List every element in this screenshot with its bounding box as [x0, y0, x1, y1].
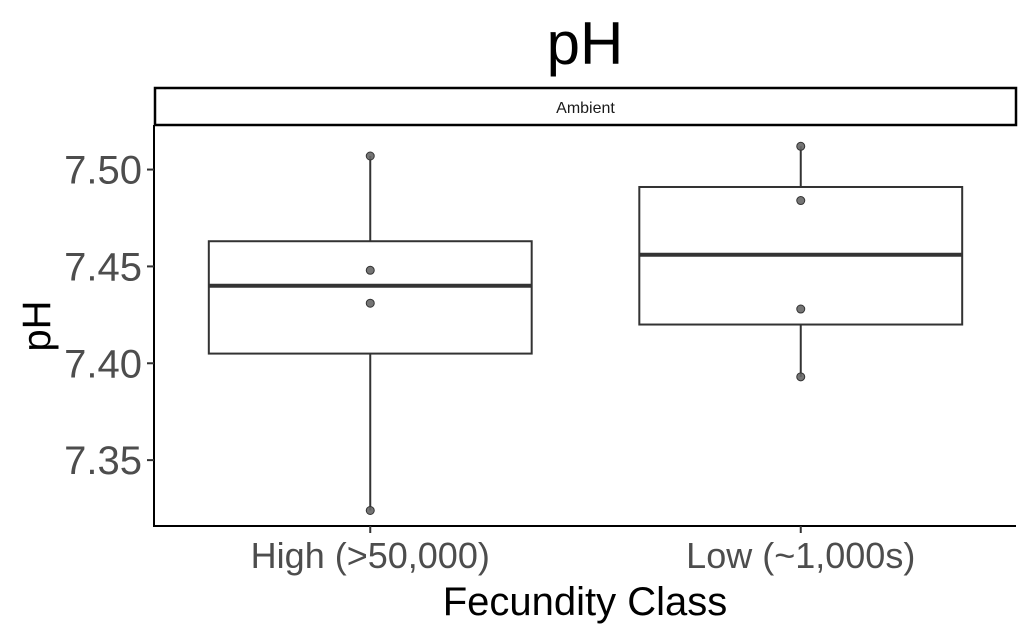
y-tick-label: 7.50 — [64, 149, 142, 193]
facet-label: Ambient — [556, 100, 615, 117]
x-tick-label: High (>50,000) — [251, 535, 490, 576]
y-tick-label: 7.45 — [64, 245, 142, 289]
data-point — [365, 151, 375, 161]
data-point — [365, 506, 375, 516]
y-tick-label: 7.40 — [64, 342, 142, 386]
y-axis-ticks: 7.35 7.40 7.45 7.50 — [64, 149, 154, 483]
data-point — [365, 298, 375, 308]
plot-area — [207, 141, 964, 516]
y-axis-title: pH — [15, 300, 59, 351]
data-point — [796, 304, 806, 314]
chart-title: pH — [547, 10, 624, 77]
data-point — [365, 265, 375, 275]
x-axis-ticks: High (>50,000) Low (~1,000s) — [251, 526, 915, 576]
box-iqr — [207, 240, 533, 355]
data-point — [796, 196, 806, 206]
box-group — [638, 141, 964, 382]
x-tick-label: Low (~1,000s) — [686, 535, 915, 576]
facet-strip-box — [153, 86, 1018, 127]
data-point — [796, 372, 806, 382]
box-group — [207, 151, 533, 516]
x-axis-title: Fecundity Class — [443, 580, 728, 624]
y-tick-label: 7.35 — [64, 439, 142, 483]
data-point — [796, 141, 806, 151]
facet-strip: Ambient — [153, 86, 1018, 127]
